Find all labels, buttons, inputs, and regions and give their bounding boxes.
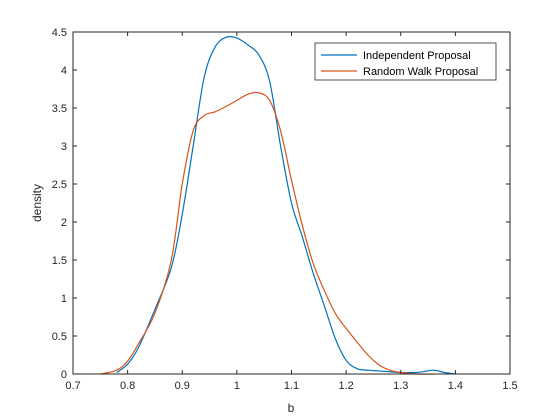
legend-label-random-walk: Random Walk Proposal: [363, 66, 478, 78]
x-axis-label: b: [288, 401, 295, 415]
x-tick-label: 0.7: [65, 380, 80, 392]
x-tick-label: 1: [234, 380, 240, 392]
y-tick-label: 4.5: [52, 27, 67, 39]
series-line-random-walk: [100, 91, 434, 375]
plot-lines: [100, 35, 456, 375]
x-tick-label: 1.5: [502, 380, 517, 392]
y-tick-label: 4: [61, 65, 67, 77]
y-tick-label: 3.5: [52, 103, 67, 115]
y-tick-label: 1.5: [52, 255, 67, 267]
y-tick-label: 0: [61, 369, 67, 381]
x-tick-label: 1.3: [393, 380, 408, 392]
x-axis: 0.7 0.8 0.9 1 1.1 1.2 1.3 1.4 1.5: [65, 32, 518, 392]
y-tick-label: 1: [61, 293, 67, 305]
y-tick-label: 2.5: [52, 179, 67, 191]
legend-box: [314, 42, 497, 81]
y-tick-label: 0.5: [52, 331, 67, 343]
x-tick-label: 0.8: [120, 380, 135, 392]
series-line-independent: [116, 35, 456, 375]
x-tick-label: 1.2: [338, 380, 353, 392]
y-axis-label: density: [30, 184, 44, 222]
y-tick-label: 2: [61, 217, 67, 229]
x-tick-label: 1.4: [448, 380, 463, 392]
legend-label-independent: Independent Proposal: [363, 50, 471, 62]
x-tick-label: 0.9: [175, 380, 190, 392]
y-tick-label: 3: [61, 141, 67, 153]
legend: Independent Proposal Random Walk Proposa…: [314, 42, 497, 81]
x-tick-label: 1.1: [284, 380, 299, 392]
y-axis: 0 0.5 1 1.5 2 2.5 3 3.5 4 4.5: [52, 27, 510, 381]
